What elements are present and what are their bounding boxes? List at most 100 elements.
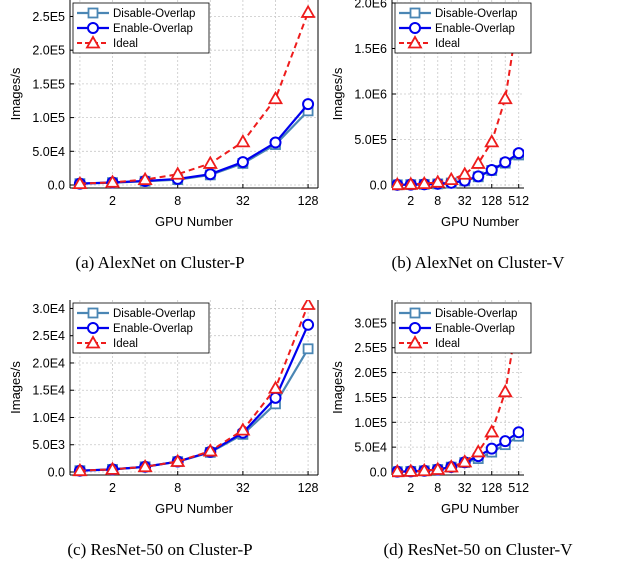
y-tick-label-5: 2.5E5: [354, 341, 387, 355]
data-point-ideal-1: [104, 461, 121, 475]
data-point-ideal-1: [403, 176, 419, 190]
x-tick-label-0: 2: [407, 194, 414, 208]
x-tick-label-4: 512: [508, 481, 529, 495]
y-tick-label-0: 0.0: [370, 466, 387, 480]
chart-panel-1: 0.0 5.0E4 1.0E5 1.5E5 2.0E5 2.5E5 2 8 32 128 GPU N…: [8, 0, 319, 272]
data-point-ideal-0: [392, 176, 405, 191]
x-tick-label-3: 128: [481, 194, 502, 208]
data-point-ideal-3: [430, 461, 446, 475]
data-point-ideal-2: [137, 458, 153, 473]
data-point-ideal-8: [497, 90, 513, 105]
data-point-enable-overlap-9: [512, 147, 524, 160]
x-tick-label-0: 2: [109, 481, 116, 495]
x-tick-label-2: 32: [236, 481, 250, 495]
x-axis-label: GPU Number: [155, 501, 234, 516]
legend-marker-2: [407, 35, 423, 49]
series-group: [72, 4, 316, 190]
x-tick-label-1: 8: [174, 481, 181, 495]
x-tick-label-3: 128: [298, 194, 319, 208]
data-point-enable-overlap-9: [512, 426, 524, 439]
legend-marker-0: [87, 307, 99, 319]
data-point-enable-overlap-8: [499, 156, 512, 169]
data-point-ideal-4: [443, 171, 459, 186]
chart-panel-4: 0.0 5.0E4 1.0E5 1.5E5 2.0E5 2.5E5 3.0E5 2 8 32 128…: [330, 300, 573, 559]
data-point-ideal-5: [235, 134, 251, 148]
x-axis-label: GPU Number: [155, 214, 234, 229]
y-tick-label-2: 1.0E5: [32, 111, 65, 125]
y-tick-label-4: 2.0E5: [32, 44, 65, 58]
legend-marker-0: [409, 307, 421, 319]
x-tick-label-0: 2: [109, 194, 116, 208]
data-point-enable-overlap-7: [302, 98, 315, 111]
legend-label-2: Ideal: [113, 38, 138, 50]
legend-marker-1: [87, 22, 99, 34]
legend: Disable-Overlap Enable-Overlap Ideal: [394, 302, 532, 354]
series-line-ideal: [397, 12, 520, 186]
y-tick-label-0: 0.0: [48, 179, 65, 193]
legend-marker-2: [85, 35, 101, 49]
y-axis-label: Images/s: [8, 67, 23, 120]
y-tick-label-1: 5.0E4: [32, 145, 65, 159]
legend-label-0: Disable-Overlap: [113, 8, 195, 20]
legend-label-1: Enable-Overlap: [113, 23, 193, 35]
x-tick-label-1: 8: [434, 481, 441, 495]
y-tick-label-1: 5.0E5: [354, 133, 387, 147]
data-point-ideal-8: [497, 384, 513, 398]
y-tick-label-5: 2.5E4: [32, 329, 65, 343]
x-tick-label-2: 32: [236, 194, 250, 208]
y-tick-label-3: 1.5E5: [354, 391, 387, 405]
data-point-ideal-2: [416, 175, 432, 190]
legend-label-2: Ideal: [113, 338, 138, 350]
y-tick-label-6: 3.0E4: [32, 302, 65, 316]
y-tick-label-3: 1.5E6: [354, 42, 387, 56]
panel-caption: (c) ResNet-50 on Cluster-P: [67, 540, 252, 559]
y-tick-label-3: 1.5E5: [32, 77, 65, 91]
data-point-ideal-6: [470, 444, 486, 458]
legend-marker-1: [409, 22, 421, 34]
y-tick-label-1: 5.0E4: [354, 441, 387, 455]
x-tick-label-4: 512: [508, 194, 529, 208]
legend-label-0: Disable-Overlap: [113, 308, 195, 320]
legend-marker-0: [87, 7, 99, 19]
legend: Disable-Overlap Enable-Overlap Ideal: [394, 2, 532, 54]
data-point-enable-overlap-7: [485, 163, 498, 176]
y-tick-label-4: 2.0E5: [354, 366, 387, 380]
x-tick-label-0: 2: [407, 481, 414, 495]
data-point-ideal-6: [470, 155, 486, 169]
panel-caption: (d) ResNet-50 on Cluster-V: [384, 540, 574, 559]
legend-marker-2: [407, 335, 423, 349]
y-tick-label-2: 1.0E5: [354, 416, 387, 430]
legend-label-0: Disable-Overlap: [435, 8, 517, 20]
y-tick-label-6: 3.0E5: [354, 316, 387, 330]
data-point-ideal-5: [457, 454, 473, 468]
legend-label-2: Ideal: [435, 338, 460, 350]
y-tick-label-1: 5.0E3: [32, 438, 65, 452]
x-tick-label-1: 8: [174, 194, 181, 208]
x-tick-label-3: 128: [481, 481, 502, 495]
data-point-enable-overlap-4: [204, 168, 217, 181]
y-axis-label: Images/s: [330, 67, 345, 120]
x-tick-label-3: 128: [298, 481, 319, 495]
legend-marker-1: [409, 322, 421, 334]
data-point-ideal-1: [104, 174, 121, 188]
data-point-enable-overlap-7: [302, 318, 315, 331]
data-point-enable-overlap-6: [269, 136, 282, 149]
series-group: [392, 303, 524, 478]
y-tick-label-5: 2.5E5: [32, 10, 65, 24]
y-tick-label-0: 0.0: [48, 466, 65, 480]
panel-caption: (a) AlexNet on Cluster-P: [75, 253, 244, 272]
legend-label-1: Enable-Overlap: [113, 323, 193, 335]
y-tick-label-0: 0.0: [370, 179, 387, 193]
legend: Disable-Overlap Enable-Overlap Ideal: [72, 302, 210, 354]
legend-marker-1: [87, 322, 99, 334]
y-tick-label-2: 1.0E6: [354, 88, 387, 102]
legend: Disable-Overlap Enable-Overlap Ideal: [72, 2, 210, 54]
data-point-ideal-7: [484, 424, 500, 438]
y-axis-label: Images/s: [8, 361, 23, 414]
data-point-ideal-1: [403, 463, 419, 477]
y-axis-label: Images/s: [330, 361, 345, 414]
data-point-ideal-7: [300, 300, 316, 310]
data-point-ideal-4: [443, 459, 459, 473]
series-line-ideal: [79, 304, 310, 472]
x-tick-label-1: 8: [434, 194, 441, 208]
